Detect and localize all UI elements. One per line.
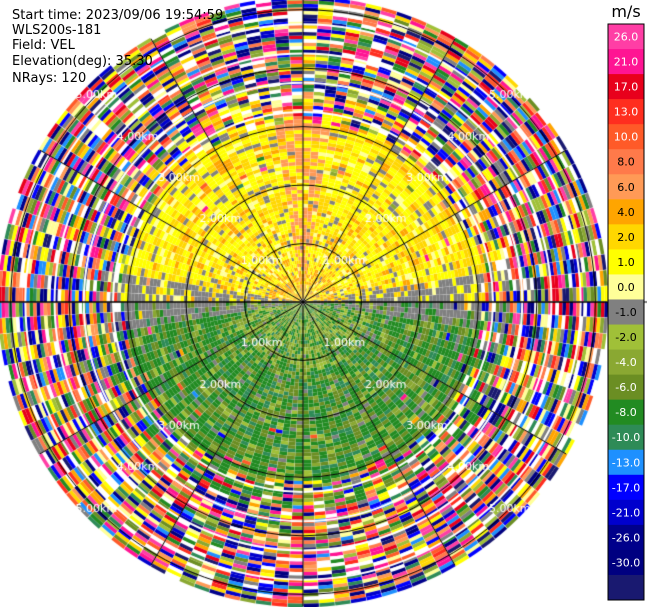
colorbar-swatch — [608, 399, 644, 426]
colorbar-swatch — [608, 274, 644, 300]
colorbar-tick-label: -26.0 — [612, 531, 640, 544]
colorbar-swatch — [608, 349, 644, 376]
colorbar-swatch — [608, 574, 644, 601]
colorbar-swatch — [608, 449, 644, 476]
colorbar-swatch — [608, 24, 644, 50]
colorbar-swatch — [608, 524, 644, 551]
colorbar-swatch — [608, 424, 644, 451]
colorbar-tick-label: -8.0 — [615, 406, 636, 419]
colorbar-tick-label: 6.0 — [617, 181, 635, 194]
colorbar-swatch — [608, 149, 644, 175]
colorbar-swatch — [608, 249, 644, 275]
colorbar-swatch — [608, 224, 644, 250]
colorbar-tick-label: -30.0 — [612, 556, 640, 569]
colorbar-tick-label: 0.0 — [617, 281, 635, 294]
colorbar-tick-label: -4.0 — [615, 356, 636, 369]
colorbar-tick-label: -21.0 — [612, 506, 640, 519]
colorbar-tick-label: 13.0 — [614, 106, 639, 119]
colorbar-tick-label: -6.0 — [615, 381, 636, 394]
instrument-label: WLS200s-181 — [12, 23, 102, 38]
colorbar-tick-label: 2.0 — [617, 231, 635, 244]
colorbar-tick-label: 21.0 — [614, 56, 639, 69]
colorbar-swatch — [608, 49, 644, 75]
nrays-label: NRays: 120 — [12, 71, 87, 86]
field-label: Field: VEL — [12, 38, 75, 53]
colorbar-swatch — [608, 499, 644, 526]
start-time-label: Start time: 2023/09/06 19:54:59 — [12, 8, 224, 23]
colorbar-swatch — [608, 549, 644, 576]
colorbar-swatch — [608, 199, 644, 225]
colorbar-tick-label: -17.0 — [612, 481, 640, 494]
colorbar-tick-label: 8.0 — [617, 156, 635, 169]
colorbar-tick-label: -1.0 — [615, 306, 636, 319]
colorbar-swatch — [608, 474, 644, 501]
colorbar-tick-label: 17.0 — [614, 81, 639, 94]
colorbar-swatch — [608, 124, 644, 150]
colorbar-tick-label: 26.0 — [614, 31, 639, 44]
colorbar-swatch — [608, 99, 644, 125]
colorbar-tick-label: -2.0 — [615, 331, 636, 344]
colorbar-swatch — [608, 324, 644, 351]
colorbar-tick-label: 10.0 — [614, 131, 639, 144]
elevation-label: Elevation(deg): 35.30 — [12, 54, 153, 69]
colorbar-unit-label: m/s — [611, 2, 640, 21]
colorbar-tick-label: 1.0 — [617, 256, 635, 269]
colorbar-swatch — [608, 174, 644, 200]
colorbar-swatch — [608, 299, 644, 326]
colorbar-tick-label: -10.0 — [612, 431, 640, 444]
colorbar-swatch — [608, 374, 644, 401]
colorbar-tick-label: -13.0 — [612, 456, 640, 469]
colorbar-tick-label: 4.0 — [617, 206, 635, 219]
colorbar-swatch — [608, 74, 644, 100]
